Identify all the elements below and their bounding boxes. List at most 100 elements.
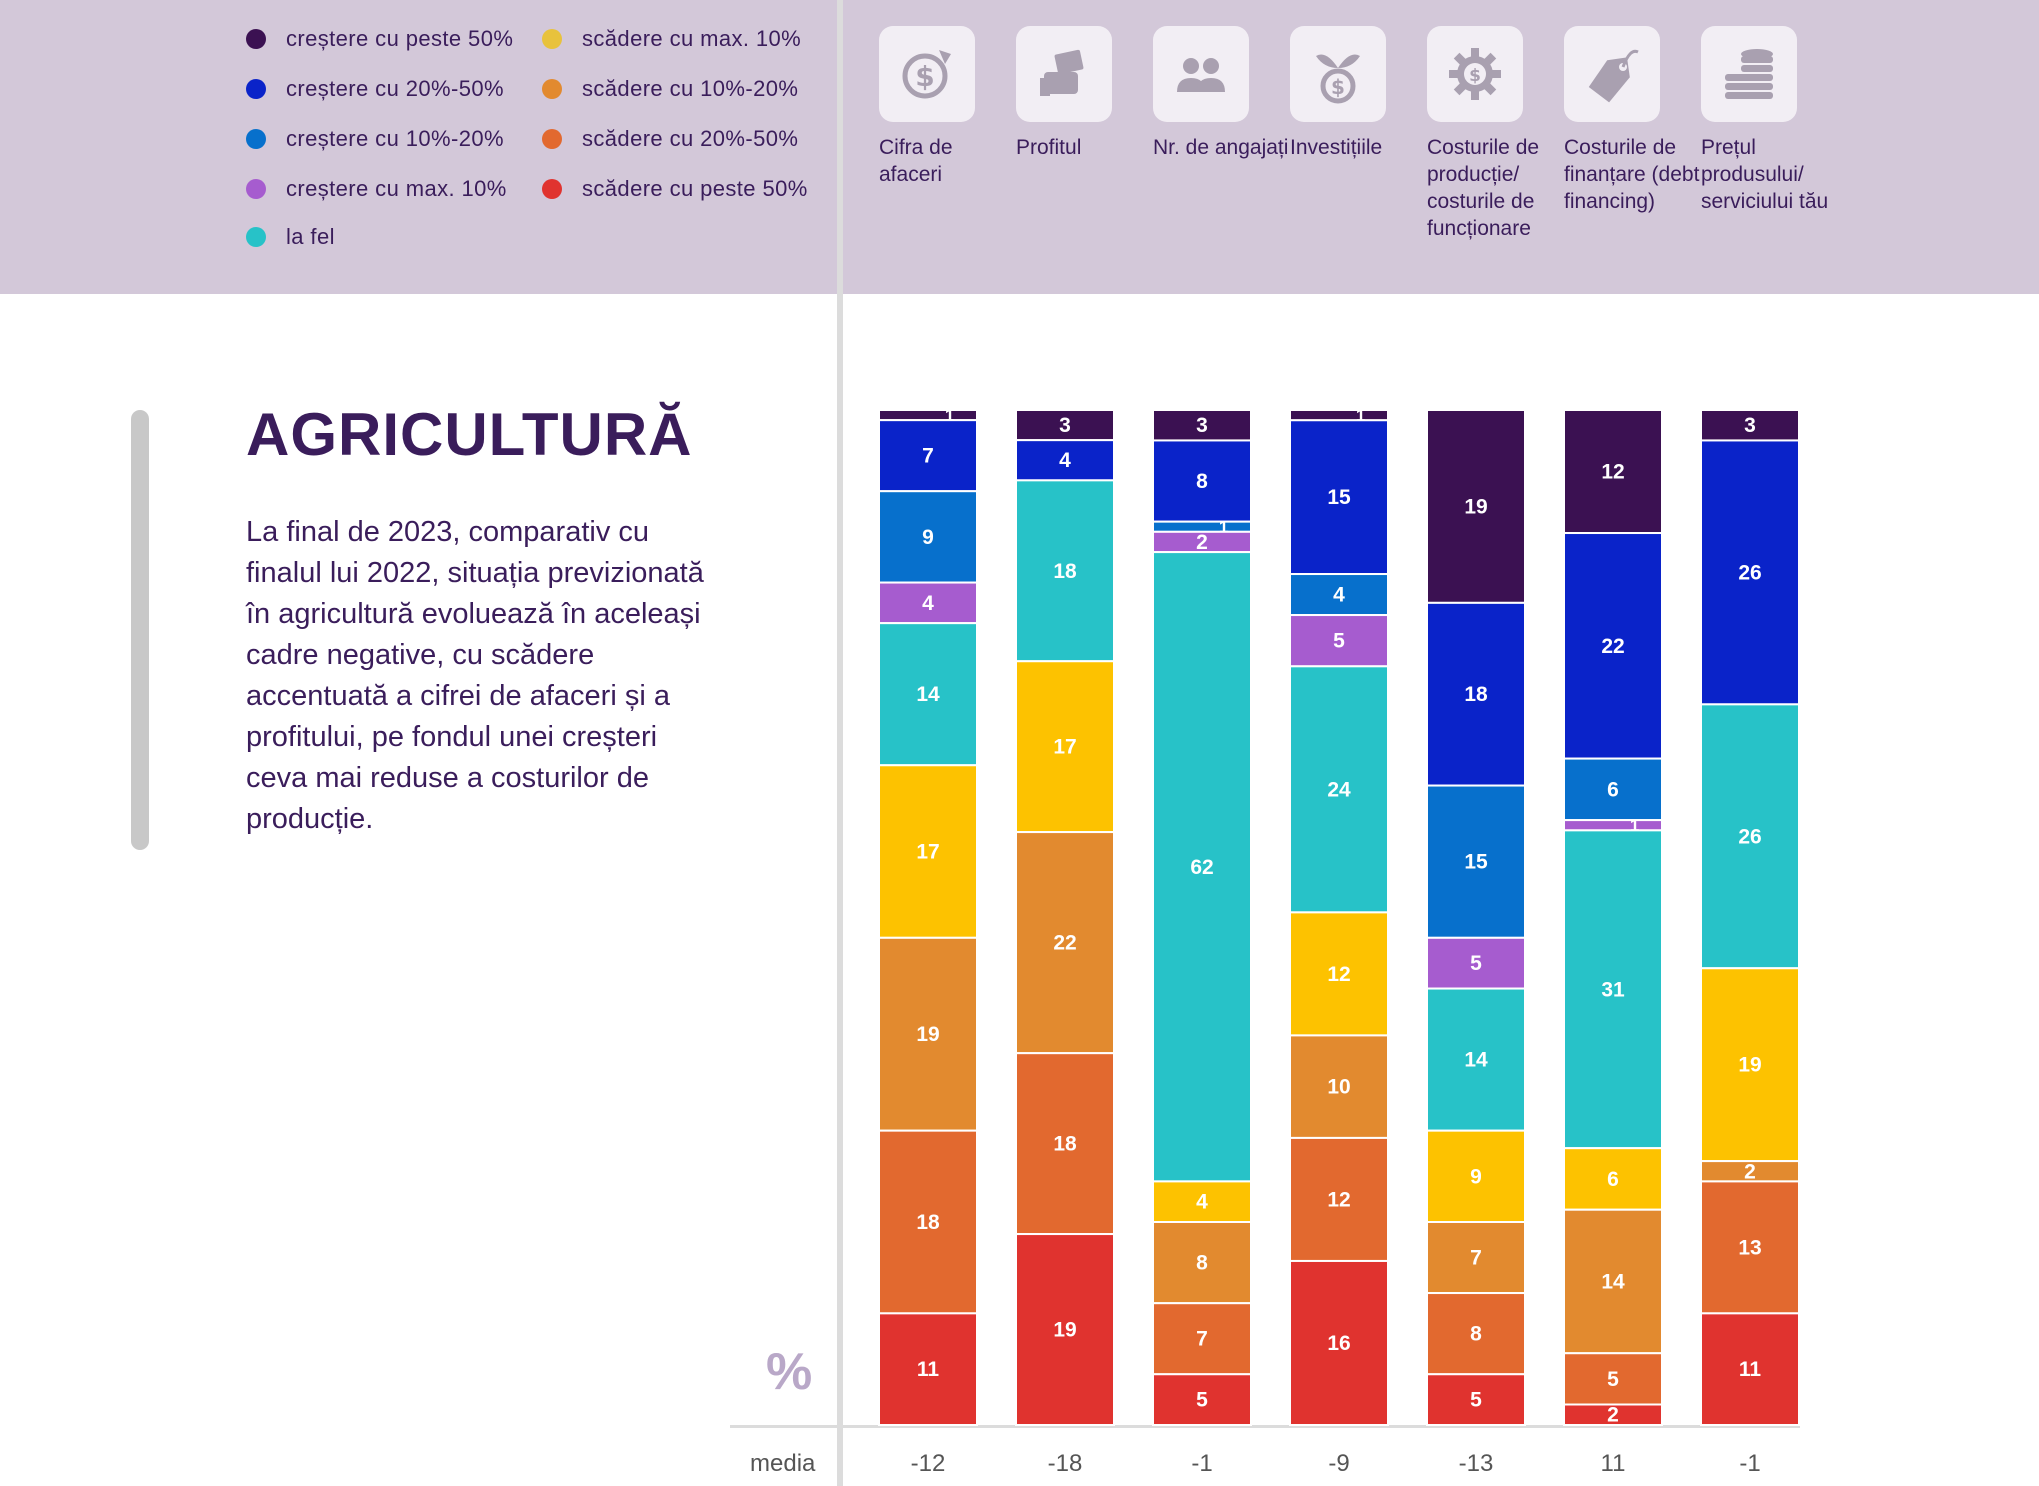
dollar-up-icon: $ <box>879 26 975 122</box>
legend-item: scădere cu 10%-20% <box>542 76 798 102</box>
bar-value-label: 18 <box>1464 683 1488 706</box>
bar-segment <box>1563 409 1663 535</box>
bar-value-label: 11 <box>917 1358 940 1381</box>
coin-stack-icon <box>1701 26 1797 122</box>
bar-segment <box>878 1312 978 1426</box>
media-value: -18 <box>1047 1450 1083 1477</box>
column-header: $ Cifra de afaceri <box>879 26 1019 188</box>
bar-segment <box>1015 660 1115 834</box>
bar-value-label: 16 <box>1327 1332 1350 1355</box>
bar-value-label: 15 <box>1464 851 1488 874</box>
legend-swatch <box>246 29 266 49</box>
bar-value-label: 7 <box>1196 1328 1208 1351</box>
bar-value-label: 2 <box>1196 531 1208 554</box>
bar-value-label: 5 <box>1470 1389 1482 1412</box>
bar-segment <box>1015 439 1115 482</box>
bar-segment <box>1152 409 1252 442</box>
column-label: Prețul produsului/ serviciului tău <box>1701 136 1829 213</box>
bar-segment <box>1700 409 1800 442</box>
svg-text:$: $ <box>1469 66 1481 86</box>
bar-value-label: 14 <box>1601 1270 1625 1293</box>
column-header: Prețul produsului/ serviciului tău <box>1701 26 1841 215</box>
bar-value-label: 12 <box>1327 963 1350 986</box>
bar-value-label: 1 <box>1219 518 1228 537</box>
bar-segment <box>1152 1221 1252 1305</box>
column-label: Profitul <box>1016 136 1082 159</box>
bar-value-label: 4 <box>1196 1191 1208 1214</box>
legend-item: la fel <box>246 224 335 250</box>
unit-label: % <box>766 1343 813 1401</box>
bar-segment <box>1015 409 1115 442</box>
legend-item: scădere cu max. 10% <box>542 26 801 52</box>
legend-item: scădere cu peste 50% <box>542 176 808 202</box>
bar-value-label: 11 <box>1739 1358 1762 1381</box>
bar-segment <box>1289 1259 1389 1426</box>
legend-swatch <box>542 129 562 149</box>
bar-value-label: 1 <box>1630 816 1639 835</box>
bar-segment <box>1426 784 1526 939</box>
legend-panel <box>0 0 838 294</box>
media-value: -13 <box>1458 1450 1494 1477</box>
bar-value-label: 19 <box>916 1023 939 1046</box>
column-label: Investițiile <box>1290 136 1383 159</box>
bar-value-label: 62 <box>1190 856 1213 879</box>
column-header: $ Investițiile <box>1290 26 1430 161</box>
bar-segment <box>1152 1180 1252 1224</box>
bar-segment <box>1289 614 1389 668</box>
bar-segment <box>1426 987 1526 1132</box>
bar-value-label: 9 <box>1470 1165 1482 1188</box>
bar-segment <box>1152 1373 1252 1426</box>
bar-segment <box>878 490 978 584</box>
bar-segment <box>1700 439 1800 706</box>
bar-segment <box>1289 1136 1389 1262</box>
legend-swatch <box>246 129 266 149</box>
bar-segment <box>1289 1034 1389 1139</box>
bar-value-label: 26 <box>1738 561 1761 584</box>
bar-segment <box>1563 1208 1663 1355</box>
bar-value-label: 10 <box>1327 1076 1350 1099</box>
bar-segment <box>1700 967 1800 1163</box>
legend-item: scădere cu 20%-50% <box>542 126 798 152</box>
bar-value-label: 5 <box>1333 630 1345 653</box>
bar-value-label: 15 <box>1327 486 1351 509</box>
svg-text:$: $ <box>1331 75 1345 99</box>
bar-value-label: 1 <box>1356 406 1365 425</box>
bar-value-label: 3 <box>1196 414 1208 437</box>
media-value: -12 <box>910 1450 946 1477</box>
bar-value-label: 2 <box>1607 1404 1619 1427</box>
bar-value-label: 3 <box>1059 414 1071 437</box>
bar-value-label: 13 <box>1738 1236 1761 1259</box>
bar-segment <box>1426 1373 1526 1426</box>
bar-value-label: 1 <box>945 406 954 425</box>
bar-value-label: 17 <box>1053 736 1076 759</box>
bar-segment <box>1289 665 1389 914</box>
column-header: Costurile de finanțare (debt financing) <box>1564 26 1704 215</box>
gear-dollar-icon: $ <box>1427 26 1523 122</box>
bar-value-label: 8 <box>1196 1252 1208 1275</box>
people-icon <box>1153 26 1249 122</box>
section-description: La final de 2023, comparativ cu finalul … <box>246 516 704 835</box>
media-value: -9 <box>1328 1450 1350 1477</box>
bar-value-label: 5 <box>1470 952 1482 975</box>
bar-value-label: 3 <box>1744 414 1756 437</box>
bar-value-label: 17 <box>916 841 939 864</box>
media-value: -1 <box>1191 1450 1213 1477</box>
bar-segment <box>1289 419 1389 576</box>
bar-segment <box>878 581 978 625</box>
bar-segment <box>1152 439 1252 523</box>
bar-segment <box>1289 409 1389 422</box>
bar-value-label: 18 <box>1053 560 1077 583</box>
bar-segment <box>1563 757 1663 822</box>
bar-value-label: 14 <box>1464 1049 1488 1072</box>
bar-value-label: 9 <box>922 526 934 549</box>
bar-segment <box>878 1129 978 1315</box>
bar-segment <box>1289 573 1389 617</box>
legend-swatch <box>542 79 562 99</box>
legend-label: scădere cu peste 50% <box>582 176 808 201</box>
bar-segment <box>1700 1312 1800 1426</box>
bar-value-label: 7 <box>1470 1247 1482 1270</box>
scroll-indicator <box>131 410 149 850</box>
legend-swatch <box>246 227 266 247</box>
column-header: Profitul <box>1016 26 1156 161</box>
